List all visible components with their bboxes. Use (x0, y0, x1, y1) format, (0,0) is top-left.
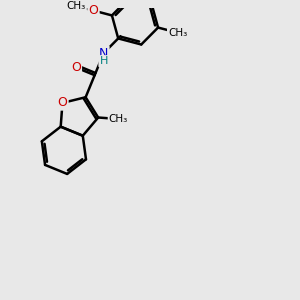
Text: CH₃: CH₃ (67, 1, 86, 11)
Text: CH₃: CH₃ (168, 28, 187, 38)
Text: O: O (88, 4, 98, 17)
Text: CH₃: CH₃ (109, 114, 128, 124)
Text: O: O (58, 96, 68, 110)
Text: H: H (100, 56, 108, 66)
Text: N: N (99, 46, 108, 60)
Text: O: O (71, 61, 81, 74)
